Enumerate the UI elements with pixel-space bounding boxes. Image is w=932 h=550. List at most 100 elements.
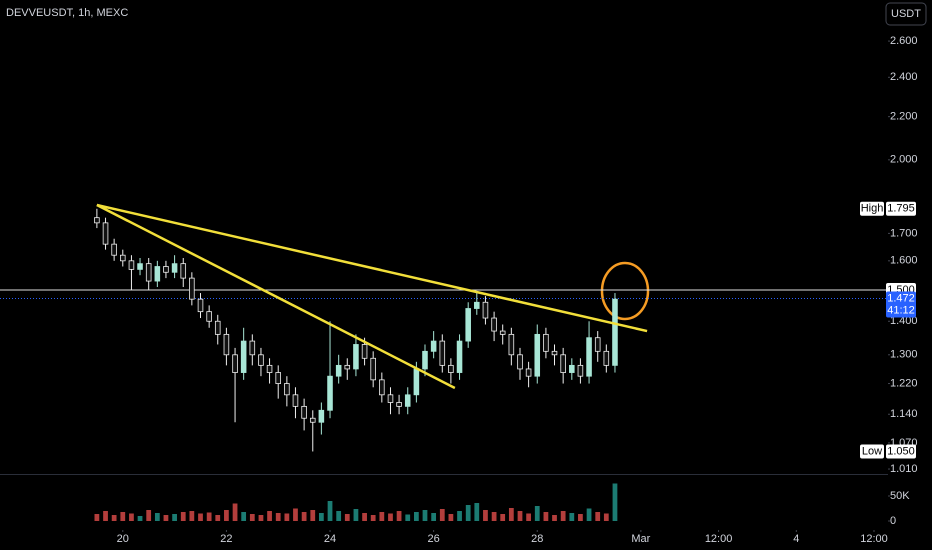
volume-bar [543, 512, 549, 521]
y-tick-label: 1.140 [890, 408, 918, 420]
candle-body [603, 350, 610, 366]
volume-bar [344, 514, 350, 521]
volume-bar [569, 513, 575, 521]
volume-bar [388, 513, 393, 521]
volume-bar [310, 510, 316, 521]
candle-body [612, 298, 618, 366]
candle-body [551, 350, 558, 356]
volume-bar [526, 513, 531, 521]
candle-body [163, 266, 169, 273]
volume-bar [353, 509, 359, 521]
candle-body [361, 344, 368, 359]
symbol-title: DEVVEUSDT, 1h, MEXC [6, 7, 128, 19]
volume-bar [111, 515, 117, 521]
candle-body [309, 417, 316, 423]
candle-body [327, 375, 333, 411]
volume-bar [94, 514, 100, 521]
volume-bar [232, 503, 238, 521]
volume-bar [137, 516, 143, 521]
volume-bar [154, 513, 160, 521]
candle-body [137, 263, 143, 270]
low_marker-name: Low [862, 445, 882, 457]
y-tick-label: 2.400 [890, 71, 918, 83]
volume-bar [517, 511, 523, 521]
candle-body [189, 277, 195, 300]
candle-body [232, 354, 238, 373]
candle-body [370, 357, 376, 381]
volume-bar [189, 511, 195, 521]
candle-body [120, 254, 126, 262]
candle-body [154, 266, 161, 282]
candle-body [491, 317, 497, 332]
candle-body [439, 340, 446, 366]
volume-bar [439, 509, 445, 521]
candle-body [465, 308, 471, 342]
volume-bar [129, 513, 134, 521]
volume-bar [448, 514, 454, 521]
x-tick-label: 28 [531, 533, 543, 545]
candle-body [577, 364, 584, 377]
volume-bar [198, 513, 203, 521]
volume-bar [586, 508, 592, 521]
candle-body [499, 330, 506, 335]
candle-body [430, 340, 437, 352]
x-tick-label: 26 [428, 533, 440, 545]
volume-bar [275, 513, 281, 521]
candle-body [404, 394, 411, 407]
volume-bar [293, 508, 298, 521]
candle-body [379, 379, 385, 396]
volume-bar [422, 510, 428, 521]
volume-bar [431, 513, 437, 521]
volume-bar [491, 512, 497, 521]
candle-body [422, 350, 428, 370]
volume-bar [318, 513, 324, 521]
candle-body [301, 405, 307, 419]
candle-body [258, 354, 264, 366]
volume-bar [267, 511, 272, 521]
candle-body [223, 333, 230, 356]
candle-body [335, 364, 342, 377]
volume-bar [414, 512, 419, 521]
candle-body [266, 364, 273, 373]
candle-body [111, 243, 117, 256]
x-tick-label: 4 [793, 533, 799, 545]
volume-bar [560, 511, 566, 521]
candle-body [318, 409, 325, 423]
candle-body [171, 263, 178, 273]
candle-body [482, 301, 489, 319]
candle-body [102, 222, 109, 245]
candle-body [94, 217, 100, 224]
volume-bar [534, 506, 540, 521]
last-price-box [886, 291, 916, 318]
y-tick-label: 1.700 [890, 227, 918, 239]
candle-body [543, 333, 549, 352]
candle-body [292, 394, 299, 407]
candle-body [594, 337, 601, 352]
countdown-label: 41:12 [887, 304, 915, 316]
trendline [96, 203, 648, 333]
currency-button[interactable] [885, 2, 927, 26]
y-tick-label: 1.600 [890, 255, 918, 267]
volume-bar [284, 513, 290, 521]
last-price-label: 1.472 [887, 292, 915, 304]
candle-body [145, 263, 152, 282]
volume-bar [327, 501, 333, 521]
y-tick-label: 1.220 [890, 377, 918, 389]
x-tick-label: 12:00 [860, 533, 888, 545]
volume-bar [172, 514, 177, 521]
volume-bar [362, 513, 367, 521]
volume-bar [163, 515, 169, 521]
currency-label[interactable]: USDT [891, 8, 921, 20]
volume-bar [578, 514, 583, 521]
volume-bar [301, 512, 307, 521]
candle-body [413, 368, 420, 396]
volume-bar [258, 515, 264, 521]
candle-body [214, 320, 221, 335]
candle-body [560, 354, 566, 373]
volume-bar [103, 511, 108, 521]
volume-bar [457, 511, 462, 521]
high_marker-name-box [860, 201, 884, 216]
volume-bar [474, 503, 480, 521]
